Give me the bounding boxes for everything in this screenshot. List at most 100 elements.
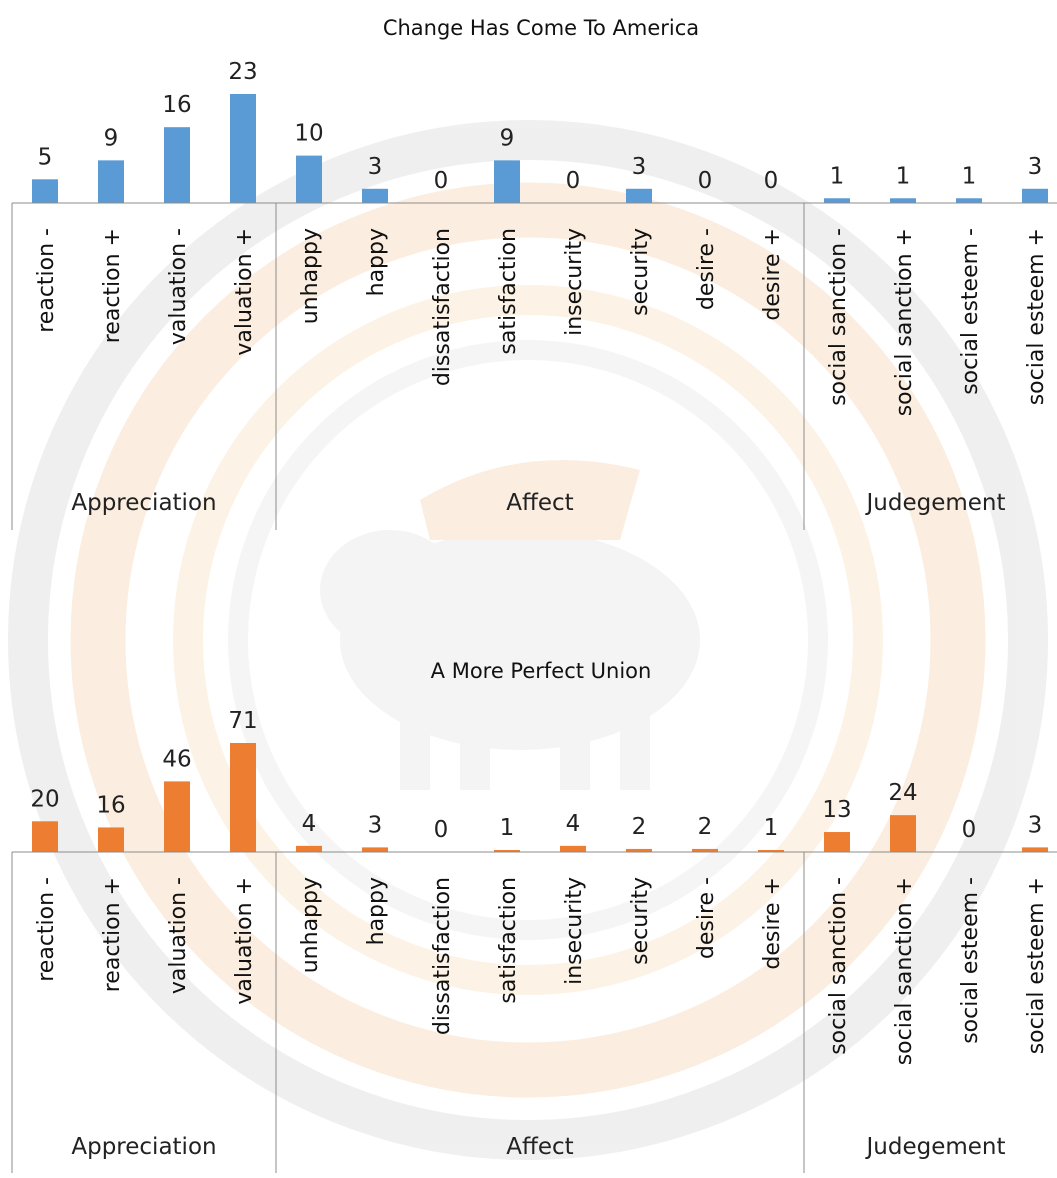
chart-1-category-label-security: security (628, 228, 653, 316)
chart-1-value-label-desire-minus: 0 (698, 168, 713, 194)
chart-1-bar-social-sanction-plus (890, 198, 916, 203)
chart-1-value-label-desire-plus: 0 (764, 168, 779, 194)
chart-2-value-label-social-esteem-minus: 0 (962, 817, 977, 843)
chart-2-bar-insecurity (560, 845, 586, 852)
chart-2-value-label-social-sanction-minus: 13 (822, 797, 851, 823)
chart-2-bar-satisfaction (494, 850, 520, 852)
chart-2-bar-happy (362, 847, 388, 852)
chart-2-group-label-affect: Affect (506, 1134, 573, 1160)
chart-2-bar-valuation-plus (230, 743, 256, 852)
chart-1-bar-unhappy (296, 155, 322, 203)
chart-1-value-label-valuation-plus: 23 (228, 59, 257, 85)
chart-2-value-label-insecurity: 4 (566, 811, 581, 837)
chart-1-category-label-valuation-plus: valuation + (232, 228, 257, 356)
chart-1-bar-valuation-plus (230, 94, 256, 203)
chart-2-category-label-reaction-minus: reaction - (34, 877, 59, 982)
chart-2-category-label-satisfaction: satisfaction (496, 877, 521, 1004)
chart-1-value-label-reaction-plus: 9 (104, 125, 119, 151)
chart-2-bar-social-sanction-plus (890, 815, 916, 852)
chart-2: A More Perfect Union 20 16 46 71 4 3 0 1 4 2 2 1 13 2… (11, 659, 1057, 1173)
chart-1-category-label-social-sanction-minus: social sanction - (826, 228, 851, 406)
chart-1-category-label-dissatisfaction: dissatisfaction (430, 228, 455, 386)
chart-2-bar-unhappy (296, 845, 322, 852)
chart-1-category-label-social-sanction-plus: social sanction + (892, 228, 917, 416)
chart-2-category-label-happy: happy (364, 877, 389, 945)
university-seal-elephant-watermark-icon (8, 120, 1048, 1160)
chart-2-category-label-unhappy: unhappy (298, 877, 323, 973)
chart-1-bar-happy (362, 188, 388, 203)
chart-2-category-label-desire-plus: desire + (760, 877, 785, 970)
chart-2-category-label-reaction-plus: reaction + (100, 877, 125, 992)
chart-1-group-label-affect: Affect (506, 490, 573, 516)
chart-1-category-label-insecurity: insecurity (562, 228, 587, 336)
chart-1-bar-valuation-minus (164, 127, 190, 203)
chart-1-bar-security (626, 188, 652, 203)
chart-1-category-label-desire-minus: desire - (694, 228, 719, 310)
chart-2-value-label-dissatisfaction: 0 (434, 817, 449, 843)
chart-1-value-label-security: 3 (632, 154, 647, 180)
chart-2-category-label-valuation-plus: valuation + (232, 877, 257, 1005)
chart-2-value-label-desire-minus: 2 (698, 814, 713, 840)
chart-1-category-label-social-esteem-minus: social esteem - (958, 228, 983, 395)
chart-1-value-label-happy: 3 (368, 154, 383, 180)
chart-1-value-label-reaction-minus: 5 (38, 144, 53, 170)
chart-1-group-label-appreciation: Appreciation (71, 490, 216, 516)
chart-1-category-label-reaction-plus: reaction + (100, 228, 125, 343)
chart-2-value-label-satisfaction: 1 (500, 815, 515, 841)
chart-2-category-label-social-esteem-plus: social esteem + (1024, 877, 1049, 1054)
chart-2-value-label-security: 2 (632, 814, 647, 840)
chart-2-bar-security (626, 848, 652, 852)
chart-1-bar-satisfaction (494, 160, 520, 203)
chart-1-value-label-dissatisfaction: 0 (434, 168, 449, 194)
chart-1-value-label-social-esteem-plus: 3 (1028, 154, 1043, 180)
chart-2-value-label-social-esteem-plus: 3 (1028, 812, 1043, 838)
chart-1-value-label-insecurity: 0 (566, 168, 581, 194)
chart-2-value-label-unhappy: 4 (302, 811, 317, 837)
chart-2-bar-social-esteem-plus (1022, 847, 1048, 852)
chart-1-category-label-valuation-minus: valuation - (166, 228, 191, 345)
chart-2-group-label-judegement: Judegement (864, 1134, 1005, 1160)
chart-2-value-label-reaction-minus: 20 (30, 786, 59, 812)
chart-2-group-label-appreciation: Appreciation (71, 1134, 216, 1160)
chart-1-title: Change Has Come To America (383, 16, 699, 40)
chart-2-bar-reaction-minus (32, 821, 58, 852)
chart-2-value-label-desire-plus: 1 (764, 815, 779, 841)
chart-2-category-label-insecurity: insecurity (562, 877, 587, 985)
chart-1-category-label-desire-plus: desire + (760, 228, 785, 321)
chart-2-bar-valuation-minus (164, 781, 190, 852)
chart-2-title: A More Perfect Union (431, 659, 652, 683)
chart-2-category-label-social-esteem-minus: social esteem - (958, 877, 983, 1044)
chart-2-category-label-social-sanction-minus: social sanction - (826, 877, 851, 1055)
chart-1-value-label-unhappy: 10 (294, 121, 323, 147)
chart-1-value-label-social-sanction-plus: 1 (896, 163, 911, 189)
chart-2-bar-social-sanction-minus (824, 832, 850, 852)
chart-2-bar-desire-minus (692, 848, 718, 852)
chart-2-category-label-security: security (628, 877, 653, 965)
chart-1-bar-social-sanction-minus (824, 198, 850, 203)
chart-1-category-label-unhappy: unhappy (298, 228, 323, 324)
chart-1-bar-reaction-minus (32, 179, 58, 203)
chart-1-category-label-reaction-minus: reaction - (34, 228, 59, 333)
chart-1-value-label-satisfaction: 9 (500, 125, 515, 151)
chart-1-bar-reaction-plus (98, 160, 124, 203)
chart-2-value-label-social-sanction-plus: 24 (888, 780, 917, 806)
chart-1-value-label-valuation-minus: 16 (162, 92, 191, 118)
chart-2-category-label-desire-minus: desire - (694, 877, 719, 959)
chart-2-value-label-reaction-plus: 16 (96, 792, 125, 818)
chart-1-value-label-social-sanction-minus: 1 (830, 163, 845, 189)
chart-1-bar-social-esteem-minus (956, 198, 982, 203)
chart-2-value-label-valuation-plus: 71 (228, 708, 257, 734)
chart-1-bar-social-esteem-plus (1022, 188, 1048, 203)
chart-1: Change Has Come To America 5916231030903… (11, 16, 1057, 530)
chart-2-category-label-dissatisfaction: dissatisfaction (430, 877, 455, 1035)
chart-2-category-label-social-sanction-plus: social sanction + (892, 877, 917, 1065)
chart-2-value-label-happy: 3 (368, 812, 383, 838)
chart-2-category-label-valuation-minus: valuation - (166, 877, 191, 994)
chart-2-bar-desire-plus (758, 850, 784, 852)
chart-1-group-label-judegement: Judegement (864, 490, 1005, 516)
chart-1-category-label-satisfaction: satisfaction (496, 228, 521, 355)
chart-1-category-label-social-esteem-plus: social esteem + (1024, 228, 1049, 405)
chart-2-value-label-valuation-minus: 46 (162, 746, 191, 772)
